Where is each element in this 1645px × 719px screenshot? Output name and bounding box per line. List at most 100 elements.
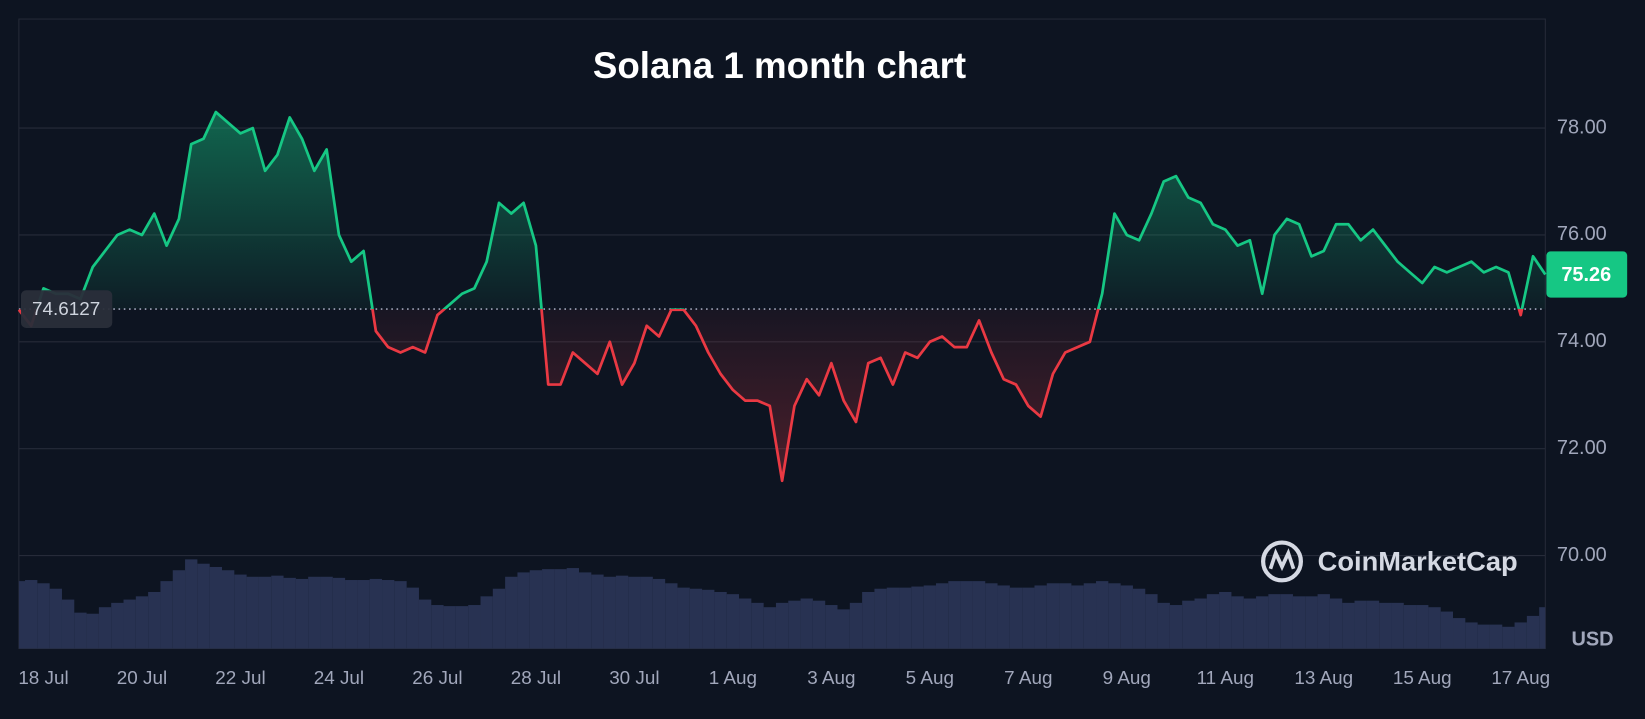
- volume-bar: [1243, 598, 1257, 649]
- volume-bar: [628, 576, 641, 649]
- volume-bar: [1132, 588, 1146, 649]
- volume-bar: [1391, 602, 1404, 649]
- volume-bar: [61, 599, 75, 649]
- volume-bar: [1428, 607, 1441, 649]
- x-tick-label: 26 Jul: [412, 668, 462, 689]
- last-price-badge: [1546, 251, 1628, 298]
- volume-bar: [1145, 594, 1158, 649]
- volume-bar: [49, 588, 62, 649]
- y-tick-label: 78.00: [1557, 116, 1607, 138]
- volume-bar: [923, 585, 936, 649]
- volume-bar: [1403, 605, 1417, 649]
- volume-bar: [394, 581, 407, 649]
- volume-bar: [960, 581, 973, 649]
- volume-bar: [1009, 587, 1023, 649]
- baseline-label: 74.6127: [32, 299, 100, 320]
- x-tick-label: 18 Jul: [18, 668, 68, 689]
- volume-bar: [1194, 598, 1207, 649]
- volume-bar: [172, 570, 186, 649]
- price-line: [17, 110, 1547, 483]
- volume-bar: [812, 600, 826, 649]
- volume-bar: [1416, 605, 1429, 649]
- volume-bar: [997, 585, 1010, 649]
- volume-bar: [1526, 615, 1540, 649]
- volume-bar: [37, 583, 50, 649]
- volume-bar: [468, 605, 481, 649]
- volume-bar: [1477, 624, 1490, 649]
- volume-bar: [234, 574, 247, 649]
- volume-bar: [1096, 581, 1109, 649]
- volume-bar: [1366, 600, 1380, 649]
- volume-bar: [1502, 626, 1515, 649]
- volume-bar: [677, 587, 690, 649]
- volume-bar: [702, 589, 715, 649]
- volume-bar: [357, 580, 370, 649]
- x-tick-label: 11 Aug: [1197, 668, 1254, 689]
- x-tick-label: 28 Jul: [511, 668, 561, 689]
- baseline-badge: [20, 290, 113, 328]
- volume-bar: [1379, 602, 1392, 649]
- volume-bar: [258, 576, 272, 649]
- volume-bar: [911, 586, 924, 649]
- volume-bar: [135, 596, 149, 649]
- volume-bar: [615, 575, 629, 649]
- volume-bar: [640, 576, 653, 649]
- volume-bar: [775, 602, 789, 649]
- volume-bar: [714, 591, 727, 649]
- volume-bar: [25, 580, 38, 649]
- volume-bar: [1539, 607, 1546, 649]
- volume-bar: [1108, 583, 1121, 649]
- chart-title: Solana 1 month chart: [593, 45, 966, 86]
- x-tick-label: 1 Aug: [709, 668, 757, 689]
- volume-bar: [1354, 600, 1367, 649]
- volume-bar: [1169, 605, 1183, 649]
- x-tick-label: 22 Jul: [215, 668, 265, 689]
- last-price-label: 75.26: [1561, 264, 1611, 286]
- volume-bar: [899, 587, 912, 649]
- volume-bar: [849, 602, 863, 649]
- volume-bar: [98, 607, 112, 649]
- volume-bar: [1453, 618, 1466, 649]
- volume-bar: [763, 607, 776, 649]
- volume-bar: [271, 575, 284, 649]
- watermark-logo: [1261, 540, 1303, 583]
- volume-bar: [123, 599, 136, 649]
- volume-bar: [1342, 602, 1355, 649]
- volume-bar: [369, 578, 383, 649]
- currency-label: USD: [1571, 628, 1613, 650]
- volume-bar: [1231, 596, 1244, 649]
- volume-bar: [972, 581, 986, 649]
- volume-bar: [739, 598, 752, 649]
- volume-bar: [283, 577, 296, 649]
- volume-bar: [1465, 622, 1478, 649]
- volume-bar: [1280, 594, 1293, 649]
- x-tick-label: 13 Aug: [1294, 668, 1353, 689]
- x-tick-label: 9 Aug: [1103, 668, 1151, 689]
- x-tick-label: 7 Aug: [1004, 668, 1052, 689]
- volume-bar: [1305, 596, 1318, 649]
- watermark: CoinMarketCap: [1318, 546, 1518, 577]
- volume-bar: [665, 583, 678, 649]
- x-tick-label: 5 Aug: [906, 668, 954, 689]
- volume-bar: [874, 588, 887, 649]
- y-tick-label: 76.00: [1557, 223, 1607, 245]
- volume-bar: [443, 606, 456, 649]
- volume-bar: [320, 576, 333, 649]
- volume-bar: [1046, 583, 1060, 649]
- volume-bar: [1268, 594, 1281, 649]
- volume-bar: [382, 580, 395, 649]
- volume-bar: [1489, 624, 1503, 649]
- volume-bar: [689, 588, 703, 649]
- volume-bar: [86, 613, 99, 649]
- volume-bar: [935, 583, 949, 649]
- volume-bar: [837, 609, 850, 649]
- volume-bar: [529, 570, 543, 649]
- volume-bar: [554, 569, 567, 649]
- volume-bar: [1083, 583, 1097, 649]
- volume-bar: [985, 583, 998, 649]
- volume-bar: [726, 594, 740, 649]
- volume-bar: [455, 606, 469, 649]
- volume-bar: [591, 574, 604, 649]
- volume-bar: [1034, 585, 1047, 649]
- volume-bar: [1292, 596, 1306, 649]
